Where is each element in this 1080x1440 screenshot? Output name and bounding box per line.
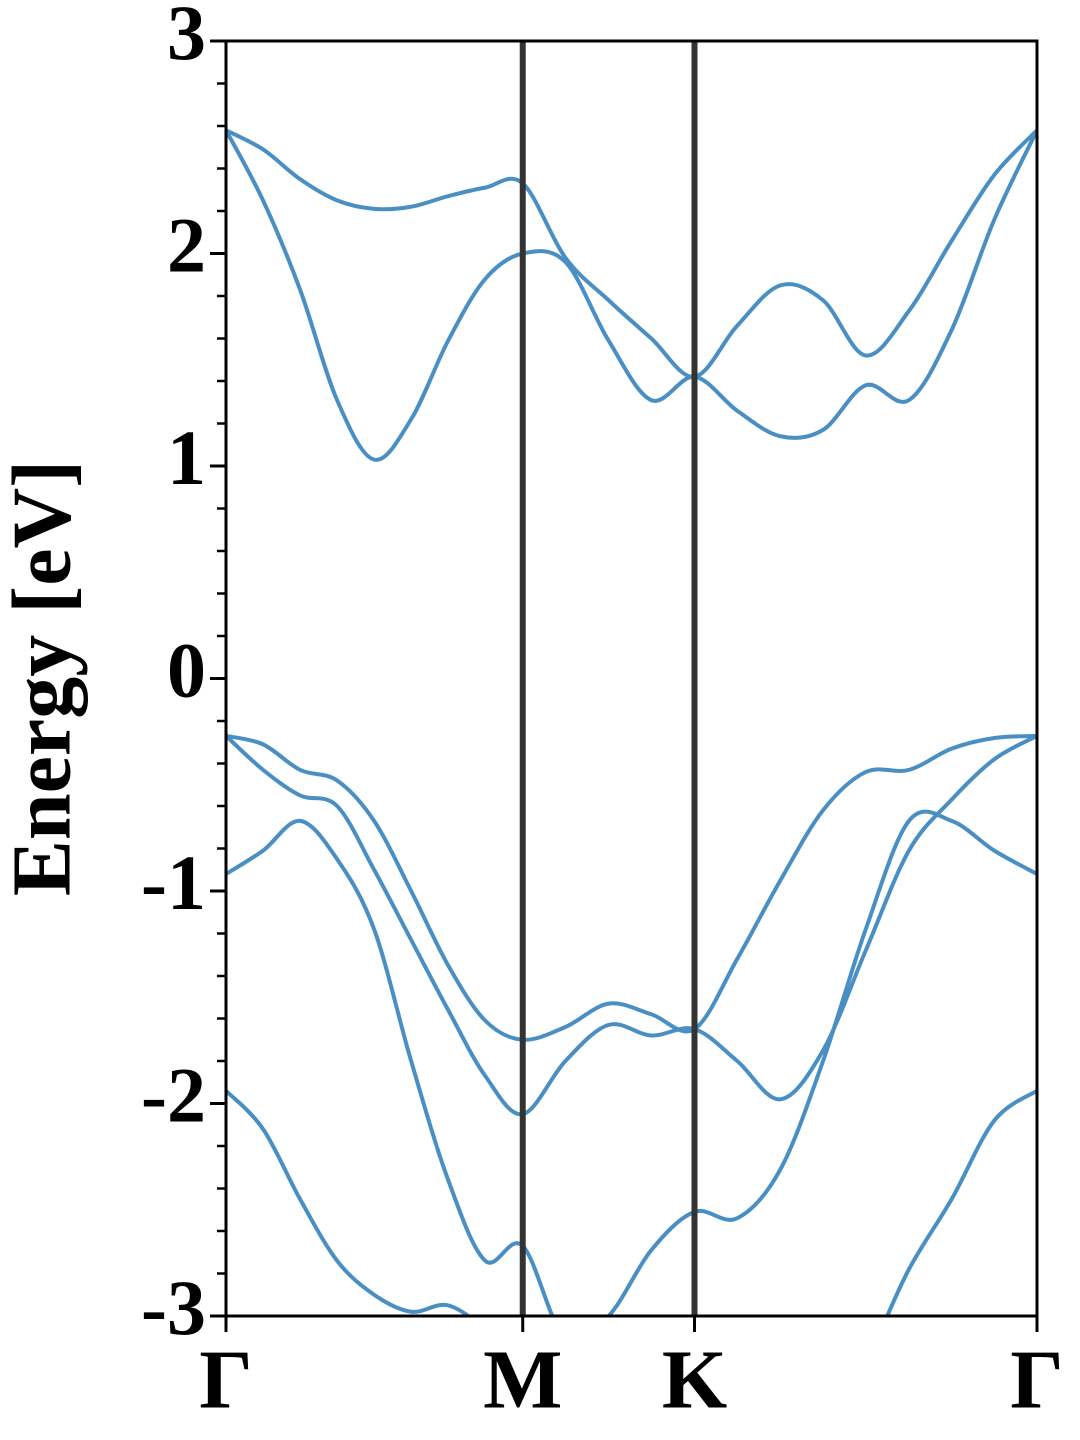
x-tick-label: M xyxy=(483,1333,562,1426)
band-line xyxy=(226,734,1037,1117)
y-tick-label: 2 xyxy=(167,201,206,288)
y-axis-label: Energy [eV] xyxy=(0,460,88,896)
x-tick-label: Γ xyxy=(199,1333,252,1426)
plot-area xyxy=(226,128,1037,1316)
y-tick-label: -1 xyxy=(141,839,206,926)
x-tick-label: K xyxy=(662,1333,727,1426)
y-tick-label: 3 xyxy=(167,0,206,76)
plot-frame xyxy=(224,39,1039,1318)
band-line xyxy=(226,128,1037,379)
y-tick-label: 0 xyxy=(167,626,206,713)
x-tick-label: Γ xyxy=(1010,1333,1063,1426)
y-tick-label: -2 xyxy=(141,1051,206,1138)
y-tick-label: -3 xyxy=(141,1264,206,1351)
band-line xyxy=(226,733,1037,1042)
y-tick-label: 1 xyxy=(167,414,206,501)
band-line xyxy=(226,129,1037,462)
band-line xyxy=(226,1089,1037,1316)
band-line xyxy=(226,809,1037,1316)
